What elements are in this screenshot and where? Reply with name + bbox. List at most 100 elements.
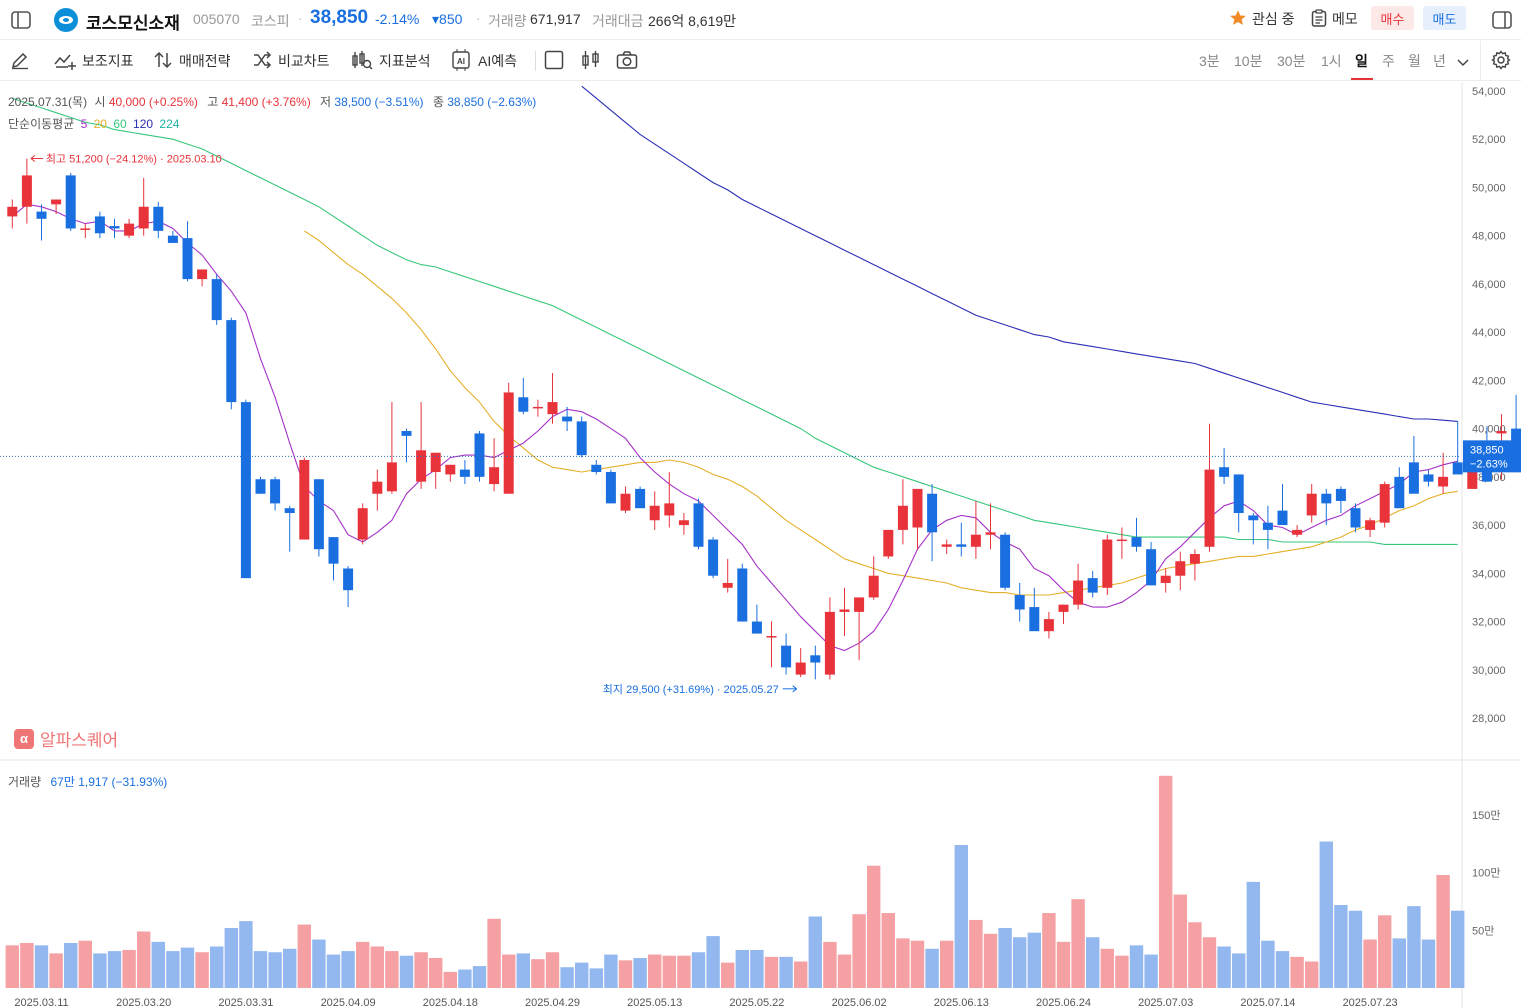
date-tick-label: 2025.04.18 (423, 997, 478, 1008)
ai-prediction-label: AI예측 (478, 53, 517, 69)
screenshot-button[interactable] (616, 50, 638, 72)
high-annotation-label: 최고 51,200 (−24.12%) · 2025.03.10 (46, 153, 222, 166)
candle-body (1014, 595, 1025, 610)
period-dropdown-button[interactable] (1456, 52, 1470, 74)
candle-body (255, 479, 266, 494)
ma60-line (12, 97, 1458, 545)
candle-body (211, 279, 222, 321)
volume-bar (1159, 775, 1173, 988)
memo-button[interactable]: 메모 (1311, 8, 1358, 30)
volume-bar (1100, 948, 1114, 988)
brand-name: 알파스퀘어 (40, 731, 119, 750)
candle-body (1248, 515, 1259, 521)
price-tick-label: 30,000 (1472, 665, 1506, 677)
moving-average-legend[interactable]: 단순이동평균 5 20 60 120 224 (8, 115, 179, 132)
volume-bar (1363, 939, 1377, 988)
volume-bar (443, 971, 457, 988)
volume-bar (1451, 910, 1465, 988)
candle-body (1262, 522, 1273, 530)
drawing-tool-button[interactable] (10, 50, 30, 72)
current-price-tag (1463, 440, 1521, 473)
candle-body (518, 397, 529, 412)
candlestick-icon (581, 50, 601, 73)
candle-body (1131, 537, 1142, 547)
stock-chart[interactable]: 54,000 52,000 50,000 48,000 46,000 44,000 42,0… (0, 82, 1521, 1008)
volume-bar (881, 913, 895, 988)
sidebar-toggle-icon[interactable] (8, 7, 34, 33)
indicator-button[interactable]: 보조지표 (54, 50, 134, 72)
candle-body (693, 503, 704, 547)
volume-bar (1421, 939, 1436, 988)
buy-button[interactable]: 매수 (1371, 6, 1414, 30)
period-year[interactable]: 년 (1433, 53, 1446, 69)
volume-label: 거래량 (488, 13, 527, 29)
watchlist-label: 관심 중 (1252, 11, 1295, 27)
period-month[interactable]: 월 (1408, 53, 1421, 69)
price-tick-label: 50,000 (1472, 182, 1506, 194)
open-label: 시 (94, 95, 106, 109)
volume-bar (1071, 899, 1085, 988)
indicator-analysis-button[interactable]: 지표분석 (351, 50, 431, 72)
candle-body (459, 469, 470, 477)
stock-header: 코스모신소재 005070 코스피 · 38,850 -2.14% ▾850 ·… (0, 0, 1521, 40)
trading-strategy-button[interactable]: 매매전략 (153, 50, 231, 72)
candle-body (445, 464, 456, 475)
volume-bar (224, 928, 238, 988)
volume-bar (808, 916, 822, 988)
price-tick-label: 46,000 (1472, 279, 1506, 291)
candle-body (1321, 493, 1332, 504)
watchlist-button[interactable]: 관심 중 (1229, 8, 1295, 30)
square-tool-button[interactable] (544, 50, 564, 72)
candle-body (649, 505, 660, 521)
period-day[interactable]: 일 (1355, 53, 1368, 69)
candle-body (1189, 554, 1200, 564)
shuffle-icon (252, 50, 272, 73)
candle-body (970, 534, 981, 547)
period-1hour[interactable]: 1시 (1321, 53, 1342, 69)
candle-type-button[interactable] (581, 50, 601, 72)
compare-chart-button[interactable]: 비교차트 (252, 50, 330, 72)
volume-bar (1115, 955, 1129, 988)
candle-body (124, 223, 135, 236)
candle-body (1277, 510, 1288, 526)
volume-label: 거래량 (8, 775, 42, 789)
candle-body (1335, 488, 1346, 501)
date-tick-label: 2025.07.03 (1138, 997, 1193, 1008)
stock-name: 코스모신소재 (86, 14, 180, 33)
volume-bar (1334, 904, 1348, 988)
volume-bar (1129, 945, 1144, 988)
date-tick-label: 2025.06.24 (1036, 997, 1091, 1008)
volume-bar (151, 941, 165, 988)
volume-bar (940, 940, 954, 988)
low-annotation-label: 최지 29,500 (+31.69%) · 2025.05.27 (603, 683, 779, 696)
period-10min[interactable]: 10분 (1234, 53, 1263, 69)
candle-body (635, 488, 646, 509)
volume-bar (1027, 932, 1041, 988)
candle-body (678, 520, 689, 526)
period-week[interactable]: 주 (1382, 53, 1395, 69)
price-tick-label: 28,000 (1472, 713, 1506, 725)
right-panel-toggle-icon[interactable] (1489, 7, 1515, 33)
candle-body (51, 199, 62, 205)
separator-dot: · (476, 10, 481, 26)
candle-body (1087, 578, 1098, 593)
volume-bar (1013, 937, 1027, 988)
candle-body (80, 228, 91, 230)
chart-settings-button[interactable] (1491, 49, 1511, 72)
candle-body (270, 479, 281, 504)
ai-prediction-button[interactable]: AI AI예측 (450, 48, 517, 72)
separator-dot: · (298, 10, 303, 26)
volume-bar (721, 962, 735, 988)
period-30min[interactable]: 30분 (1277, 53, 1306, 69)
volume-bar (794, 961, 808, 988)
volume-bar (34, 945, 49, 988)
volume-bar (137, 931, 151, 988)
candle-body (1000, 534, 1011, 588)
date-tick-label: 2025.03.31 (218, 997, 273, 1008)
price-tick-label: 54,000 (1472, 86, 1506, 98)
volume-tick-label: 100만 (1472, 867, 1500, 880)
period-3min[interactable]: 3분 (1199, 53, 1220, 69)
candle-body (416, 450, 427, 482)
volume-bar (575, 962, 589, 988)
sell-button[interactable]: 매도 (1423, 6, 1466, 30)
